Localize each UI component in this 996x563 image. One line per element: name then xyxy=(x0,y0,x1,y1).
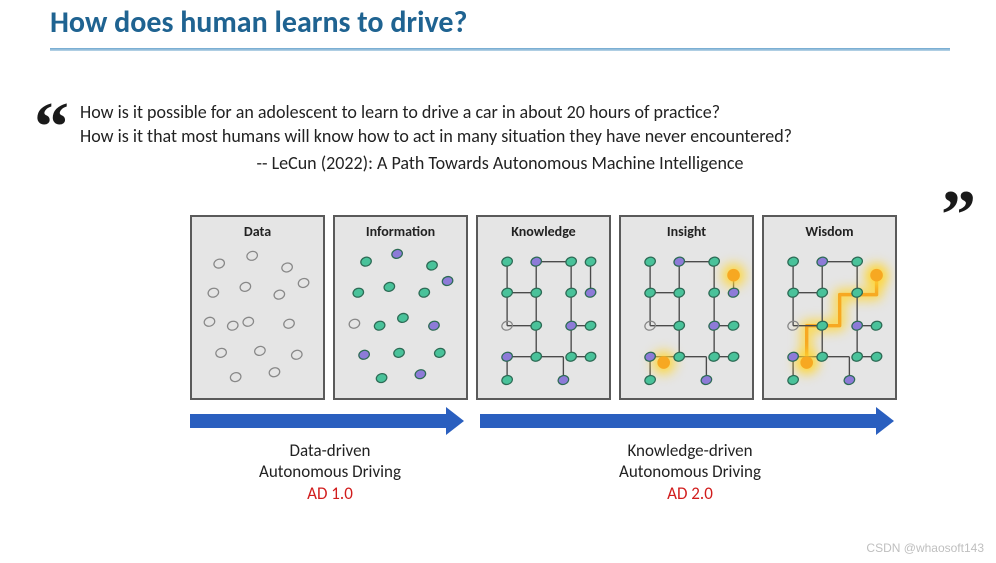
title-underline xyxy=(50,48,950,51)
arrow-knowledge-driven xyxy=(480,414,880,428)
quote-block: How is it possible for an adolescent to … xyxy=(80,100,920,175)
panel-information: Information xyxy=(333,215,468,400)
slide-title: How does human learns to drive? xyxy=(50,4,467,41)
panel-wisdom: Wisdom xyxy=(762,215,897,400)
panel-graph xyxy=(764,217,895,397)
quote-attribution: -- LeCun (2022): A Path Towards Autonomo… xyxy=(80,151,920,175)
panel-graph xyxy=(335,217,466,397)
panel-data: Data xyxy=(190,215,325,400)
watermark: CSDN @whaosoft143 xyxy=(866,541,984,555)
caption-data-driven: Data-driven Autonomous Driving AD 1.0 xyxy=(190,440,470,504)
caption-left-tag: AD 1.0 xyxy=(190,483,470,504)
panel-graph xyxy=(192,217,323,397)
caption-left-line1: Data-driven xyxy=(190,440,470,461)
caption-right-tag: AD 2.0 xyxy=(470,483,910,504)
arrow-data-driven xyxy=(190,414,450,428)
caption-left-line2: Autonomous Driving xyxy=(190,461,470,482)
close-quote-icon: ” xyxy=(941,198,966,233)
open-quote-icon: “ xyxy=(34,110,59,145)
dikw-panels: DataInformationKnowledgeInsightWisdom xyxy=(190,215,910,400)
panel-knowledge: Knowledge xyxy=(476,215,611,400)
caption-right-line1: Knowledge-driven xyxy=(470,440,910,461)
panel-insight: Insight xyxy=(619,215,754,400)
panel-graph xyxy=(478,217,609,397)
quote-line-2: How is it that most humans will know how… xyxy=(80,124,920,148)
arrows-row xyxy=(190,410,910,432)
caption-knowledge-driven: Knowledge-driven Autonomous Driving AD 2… xyxy=(470,440,910,504)
quote-line-1: How is it possible for an adolescent to … xyxy=(80,100,920,124)
panel-graph xyxy=(621,217,752,397)
caption-right-line2: Autonomous Driving xyxy=(470,461,910,482)
captions-row: Data-driven Autonomous Driving AD 1.0 Kn… xyxy=(190,440,910,504)
